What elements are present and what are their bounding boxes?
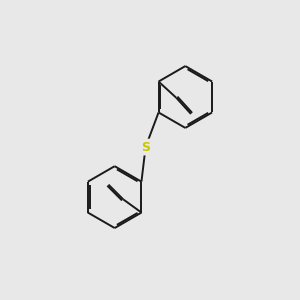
Text: S: S [141, 141, 150, 154]
